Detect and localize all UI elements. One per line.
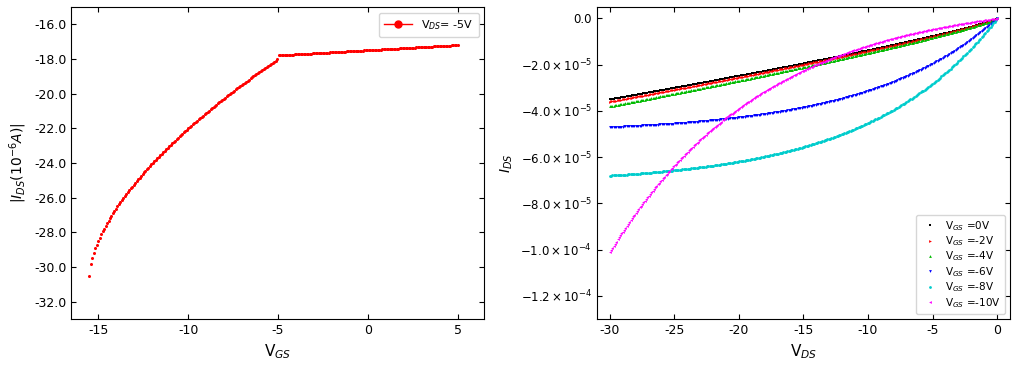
V$_{GS}$ =-4V xyxy=(955,28,967,32)
Legend: V$_{GS}$ =0V, V$_{GS}$ =-2V, V$_{GS}$ =-4V, V$_{GS}$ =-6V, V$_{GS}$ =-8V, V$_{GS: V$_{GS}$ =0V, V$_{GS}$ =-2V, V$_{GS}$ =-… xyxy=(916,215,1005,314)
V$_{GS}$ =-4V xyxy=(931,35,943,39)
Line: V$_{GS}$ =0V: V$_{GS}$ =0V xyxy=(608,17,999,101)
V$_{GS}$ =-6V xyxy=(605,125,617,129)
V$_{GS}$ =-2V xyxy=(605,99,617,104)
V$_{GS}$ =-6V xyxy=(955,44,967,49)
Line: V$_{GS}$ =-6V: V$_{GS}$ =-6V xyxy=(608,17,999,128)
V$_{GS}$ =-10V xyxy=(834,53,846,57)
V$_{GS}$ =-6V xyxy=(931,59,943,64)
V$_{GS}$ =0V xyxy=(605,97,617,101)
V$_{GS}$ =0V xyxy=(833,54,845,59)
V$_{GS}$ =-10V xyxy=(833,53,845,58)
V$_{GS}$ =-10V xyxy=(955,22,967,26)
Line: V$_{GS}$ =-10V: V$_{GS}$ =-10V xyxy=(608,17,999,253)
V$_{GS}$ =-10V xyxy=(931,26,943,31)
Line: V$_{GS}$ =-4V: V$_{GS}$ =-4V xyxy=(608,17,999,108)
V$_{GS}$ =-8V xyxy=(931,78,943,83)
V$_{GS}$ =-4V xyxy=(841,56,853,60)
V$_{GS}$ =-10V xyxy=(604,250,616,254)
V$_{GS}$ =-2V xyxy=(931,33,943,38)
V$_{GS}$ =0V xyxy=(955,27,967,32)
X-axis label: V$_{GS}$: V$_{GS}$ xyxy=(264,342,292,361)
V$_{GS}$ =-2V xyxy=(604,99,616,104)
V$_{GS}$ =-6V xyxy=(833,97,845,102)
Y-axis label: $I_{DS}$: $I_{DS}$ xyxy=(498,153,515,173)
V$_{GS}$ =0V xyxy=(834,54,846,58)
V$_{GS}$ =-4V xyxy=(604,104,616,109)
V$_{GS}$ =-8V xyxy=(833,133,845,138)
V$_{GS}$ =-2V xyxy=(841,53,853,58)
V$_{GS}$ =-8V xyxy=(991,16,1003,21)
V$_{GS}$ =-2V xyxy=(833,55,845,60)
V$_{GS}$ =-8V xyxy=(955,57,967,61)
V$_{GS}$ =0V xyxy=(841,53,853,57)
V$_{GS}$ =0V xyxy=(931,33,943,38)
V$_{GS}$ =-4V xyxy=(991,16,1003,21)
V$_{GS}$ =-4V xyxy=(833,57,845,62)
Legend: V$_{DS}$= -5V: V$_{DS}$= -5V xyxy=(378,13,479,38)
Y-axis label: $|I_{DS}(10^{-6}A)|$: $|I_{DS}(10^{-6}A)|$ xyxy=(7,123,28,203)
V$_{GS}$ =-2V xyxy=(955,27,967,32)
V$_{GS}$ =-10V xyxy=(605,248,617,252)
V$_{GS}$ =-6V xyxy=(991,16,1003,21)
X-axis label: V$_{DS}$: V$_{DS}$ xyxy=(790,342,817,361)
V$_{GS}$ =-8V xyxy=(605,173,617,178)
V$_{GS}$ =-10V xyxy=(841,50,853,55)
V$_{GS}$ =0V xyxy=(991,16,1003,21)
V$_{GS}$ =-4V xyxy=(834,57,846,61)
V$_{GS}$ =-10V xyxy=(991,16,1003,21)
V$_{GS}$ =-6V xyxy=(604,125,616,129)
Line: V$_{GS}$ =-8V: V$_{GS}$ =-8V xyxy=(608,17,999,177)
V$_{GS}$ =-2V xyxy=(834,55,846,59)
V$_{GS}$ =-2V xyxy=(991,16,1003,21)
V$_{GS}$ =-8V xyxy=(841,130,853,134)
V$_{GS}$ =-4V xyxy=(605,104,617,108)
V$_{GS}$ =-6V xyxy=(841,95,853,99)
V$_{GS}$ =-8V xyxy=(834,132,846,137)
Line: V$_{GS}$ =-2V: V$_{GS}$ =-2V xyxy=(608,17,999,103)
V$_{GS}$ =-8V xyxy=(604,173,616,178)
V$_{GS}$ =-6V xyxy=(834,97,846,101)
V$_{GS}$ =0V xyxy=(604,97,616,102)
